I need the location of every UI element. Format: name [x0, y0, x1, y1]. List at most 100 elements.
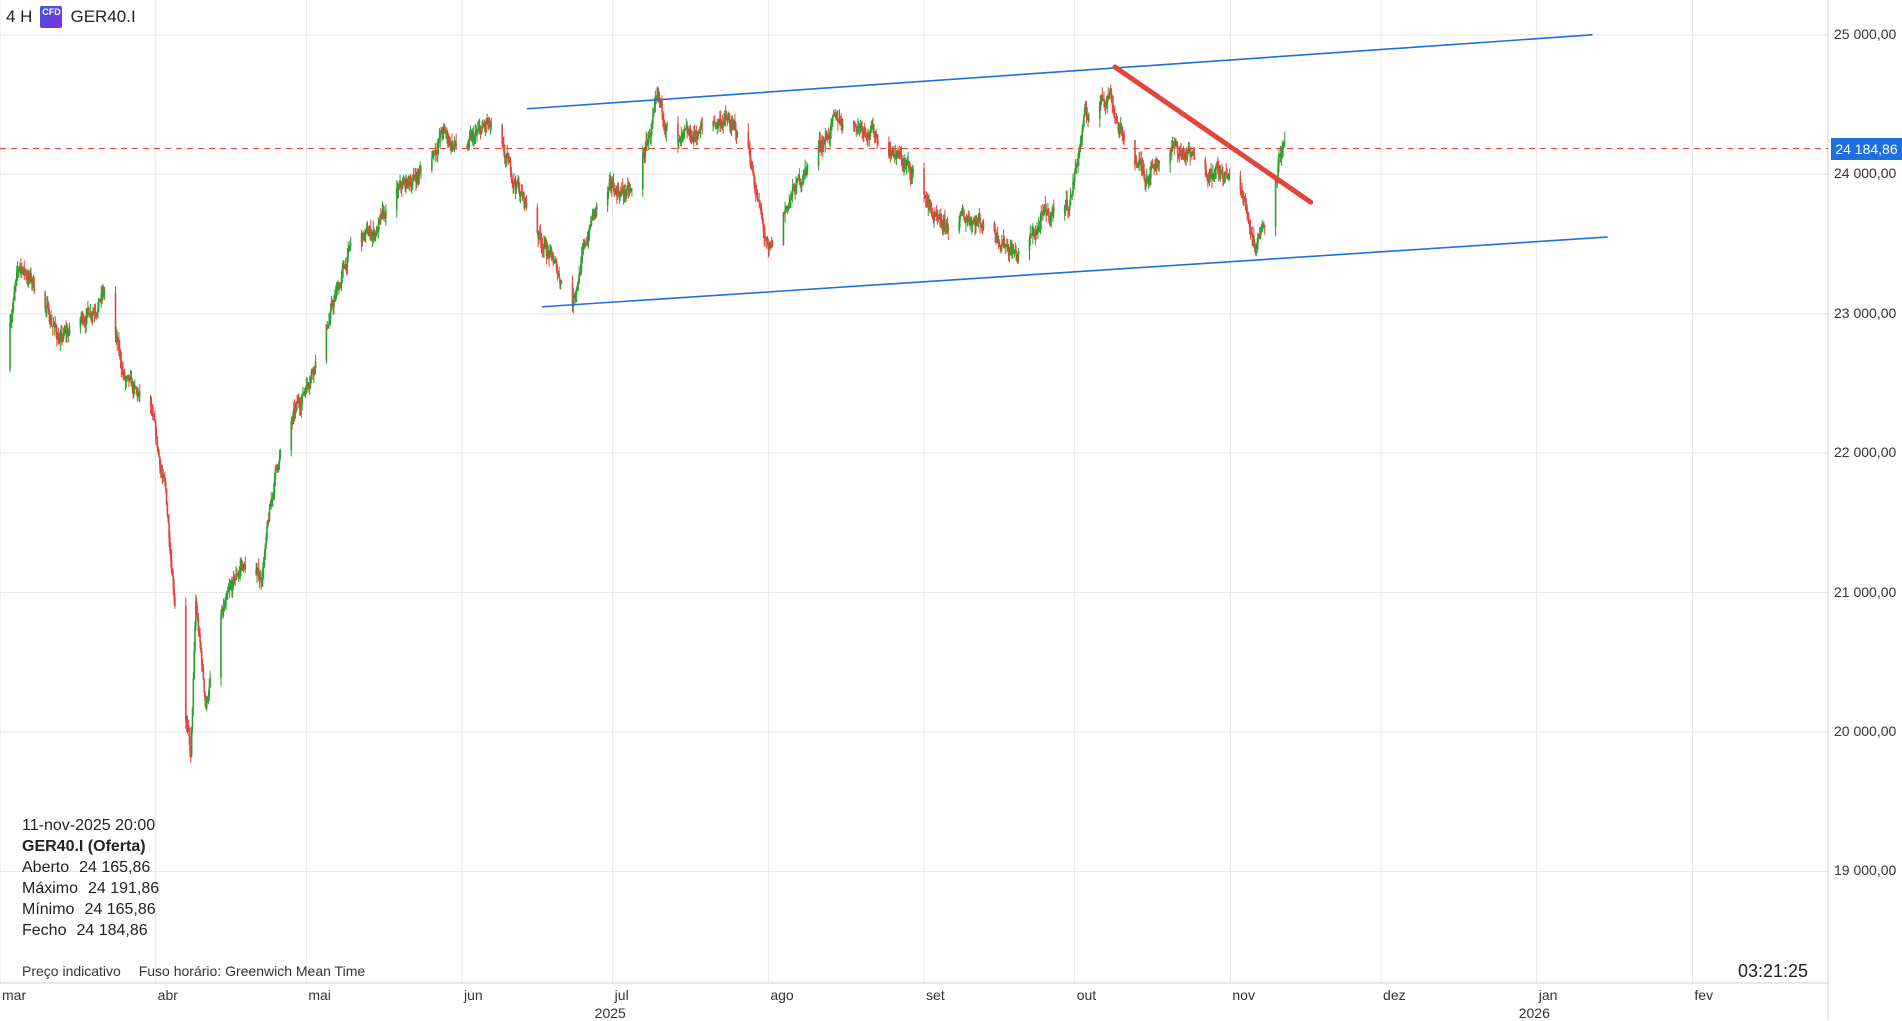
candle-body [907, 161, 909, 164]
candle-body [1104, 100, 1106, 104]
candle-body [1191, 152, 1194, 156]
candle-body [966, 217, 969, 219]
candle-body [1088, 118, 1090, 121]
candle-body [826, 136, 828, 140]
candle-body [1212, 173, 1215, 179]
candle-body [891, 147, 894, 155]
candle-body [732, 122, 735, 124]
candle-body [1170, 148, 1173, 152]
upper-channel-line[interactable] [526, 34, 1593, 110]
candle-body [383, 212, 385, 217]
candle-body [397, 188, 400, 192]
candle-body [128, 374, 130, 381]
candle-body [995, 234, 997, 240]
candle-body [1006, 244, 1009, 251]
candle-body [678, 139, 680, 144]
candle-body [577, 283, 580, 285]
candle-body [839, 118, 842, 120]
candle-body [1111, 101, 1114, 106]
candle-body [328, 318, 331, 323]
candle-body [306, 383, 308, 386]
candle-body [120, 360, 123, 370]
candle-body [654, 99, 657, 105]
candle-body [753, 175, 755, 184]
candle-body [14, 286, 16, 293]
candle-body [205, 698, 208, 709]
candle-body [436, 151, 438, 154]
candle-body [805, 167, 807, 172]
candle-body [476, 132, 478, 134]
candle-body [945, 222, 948, 226]
candle-body [395, 188, 398, 211]
candle-body [1206, 174, 1208, 179]
candle-body [1065, 199, 1068, 207]
candle-body [899, 153, 902, 155]
candle-body [860, 125, 863, 127]
candle-body [163, 475, 165, 479]
candle-body [1176, 146, 1179, 154]
candle-body [169, 551, 172, 559]
x-tick-label: mar [2, 987, 27, 1003]
candle-body [787, 205, 790, 209]
candle-body [589, 225, 591, 229]
drawn-overlays[interactable] [526, 34, 1608, 308]
timeframe-label[interactable]: 4 H [6, 7, 33, 26]
candle-body [969, 222, 971, 225]
candle-body [262, 566, 265, 569]
candle-body [136, 389, 139, 396]
candle-body [314, 361, 317, 369]
candle-body [857, 125, 859, 130]
candle-body [718, 122, 720, 125]
candle-body [257, 567, 260, 577]
candle-body [66, 331, 68, 334]
candle-body [1106, 96, 1109, 104]
candle-body [1036, 231, 1038, 234]
candle-body [411, 186, 413, 188]
candle-body [611, 183, 613, 188]
candle-body [369, 228, 372, 236]
candle-body [467, 140, 470, 148]
candle-body [295, 402, 298, 409]
candle-body [893, 149, 895, 156]
descending-trendline[interactable] [1112, 64, 1314, 205]
candle-body [735, 132, 738, 138]
candle-body [305, 385, 308, 394]
candle-body [941, 225, 944, 231]
candle-body [1254, 248, 1257, 250]
candle-body [1148, 174, 1150, 180]
candle-body [1049, 219, 1052, 221]
candle-body [1228, 173, 1231, 176]
x-tick-label: abr [157, 987, 178, 1003]
candle-body [294, 408, 297, 413]
candle-body [325, 324, 328, 362]
candle-body [445, 133, 447, 136]
chart-header: 4 H CFD GER40.I [6, 6, 136, 28]
candle-body [1047, 209, 1049, 215]
candle-body [277, 468, 279, 470]
candle-body [551, 251, 554, 260]
candle-body [785, 206, 788, 209]
candle-body [523, 193, 525, 203]
candle-body [1005, 245, 1007, 247]
candle-body [1207, 180, 1210, 182]
candle-body [385, 210, 387, 218]
candle-body [368, 234, 370, 236]
lower-channel-line[interactable] [541, 236, 1608, 308]
candle-body [923, 168, 925, 196]
candle-body [719, 118, 721, 123]
candle-body [133, 387, 135, 392]
symbol-label[interactable]: GER40.I [70, 7, 136, 26]
candle-body [172, 575, 175, 588]
candle-body [945, 225, 947, 227]
candle-body [158, 451, 160, 457]
candle-body [376, 229, 379, 233]
candle-body [98, 298, 101, 301]
info-label: Fecho [22, 922, 67, 939]
candle-body [804, 167, 806, 171]
candle-body [834, 112, 837, 116]
candle-body [400, 184, 403, 189]
candle-body [723, 117, 725, 124]
candle-body [133, 386, 136, 388]
